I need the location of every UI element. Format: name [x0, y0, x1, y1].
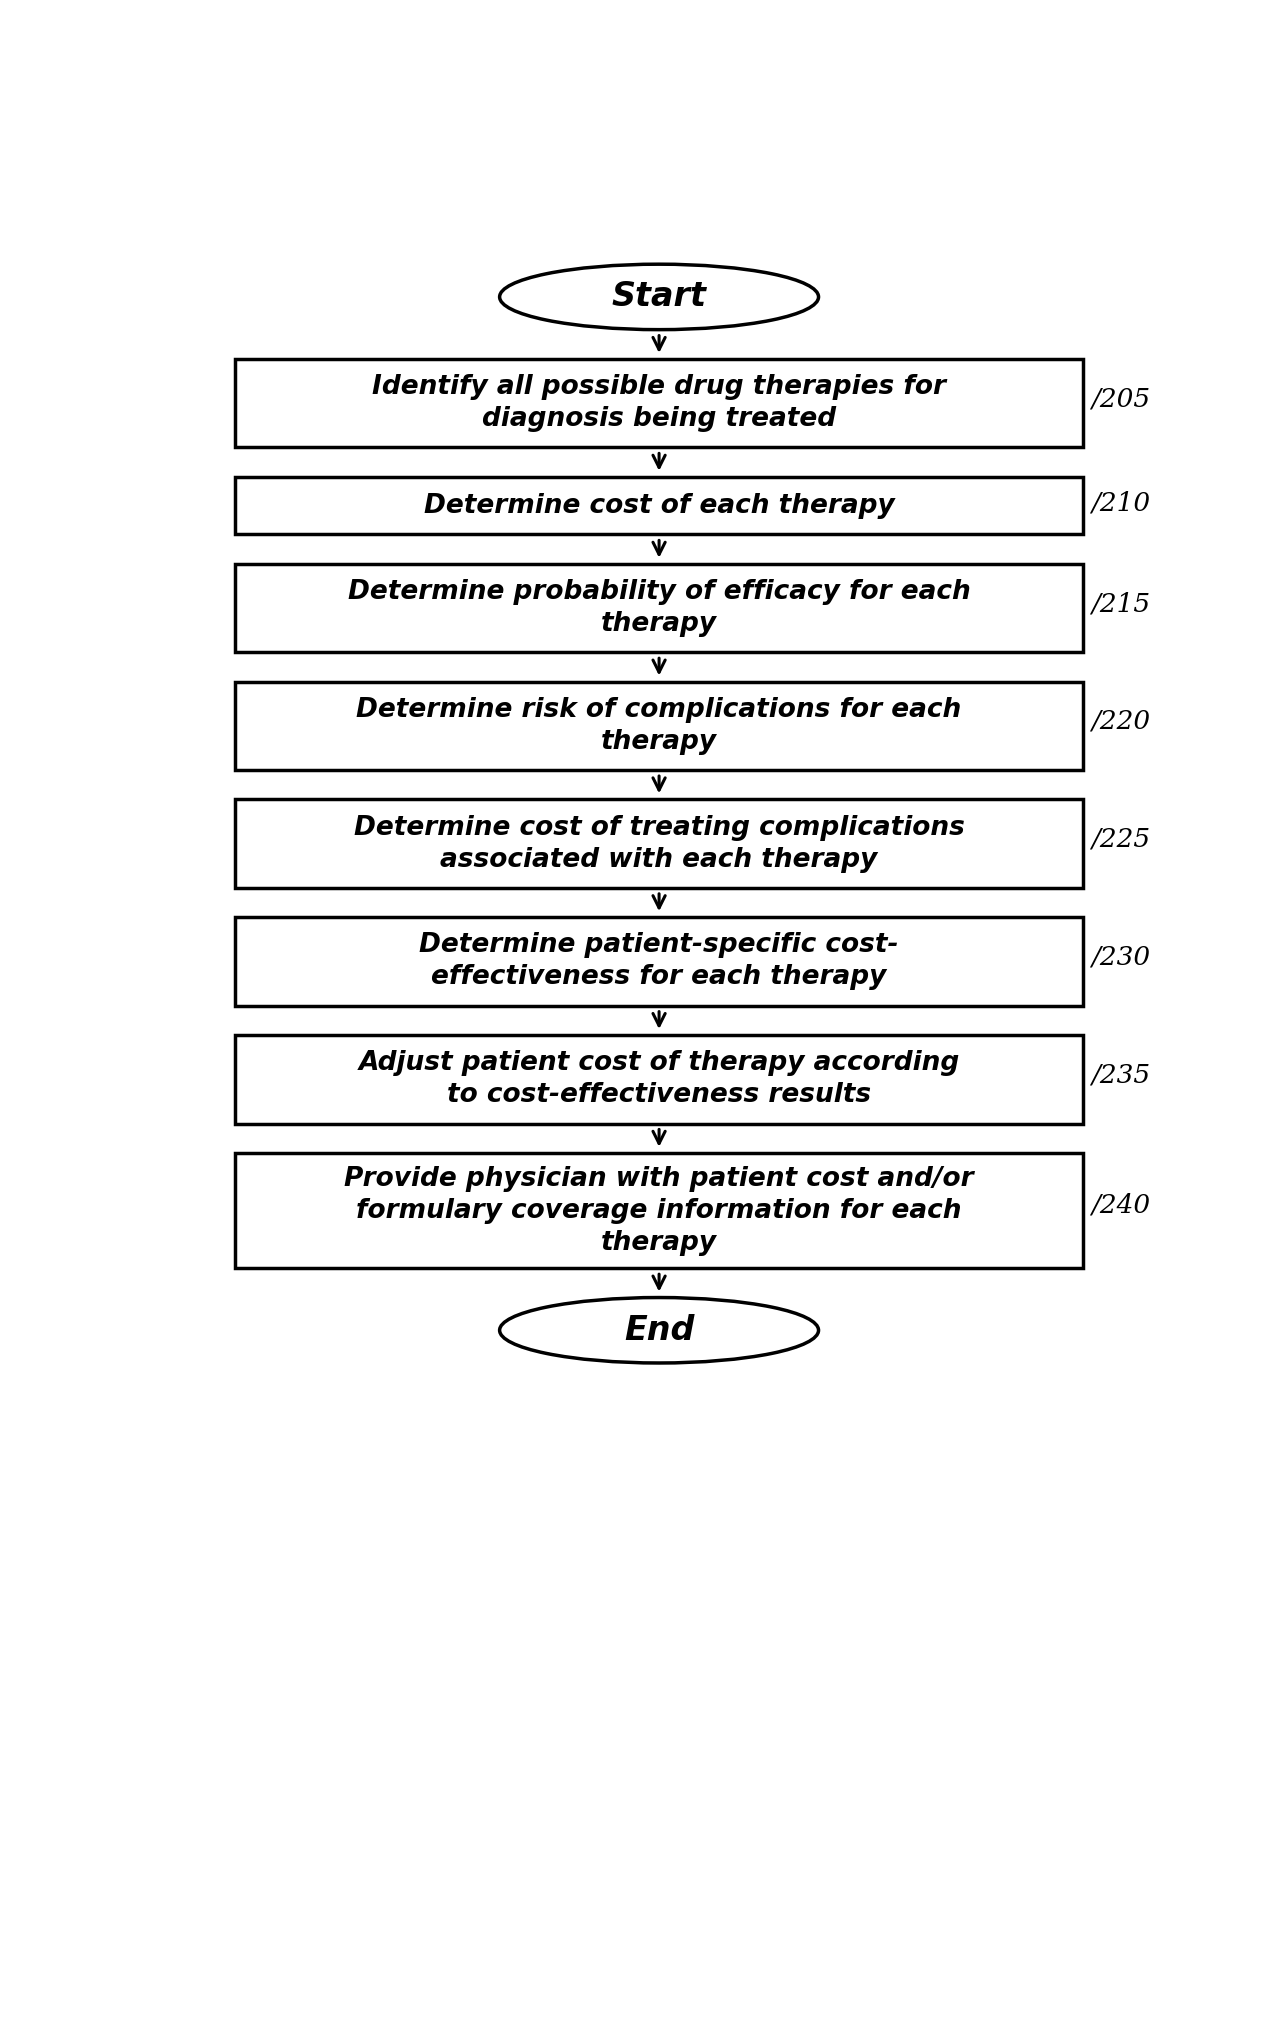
Ellipse shape — [499, 265, 819, 330]
Text: End: End — [624, 1315, 694, 1347]
Bar — [235, 1035, 1083, 1123]
Text: Determine cost of each therapy: Determine cost of each therapy — [423, 493, 895, 518]
Text: Adjust patient cost of therapy according
to cost-effectiveness results: Adjust patient cost of therapy according… — [359, 1050, 959, 1109]
Text: Provide physician with patient cost and/or
formulary coverage information for ea: Provide physician with patient cost and/… — [345, 1166, 974, 1255]
Text: /205: /205 — [1091, 387, 1150, 412]
Text: Determine cost of treating complications
associated with each therapy: Determine cost of treating complications… — [354, 815, 964, 872]
Bar — [235, 477, 1083, 534]
Text: /220: /220 — [1091, 709, 1150, 734]
Text: /225: /225 — [1091, 827, 1150, 852]
Ellipse shape — [499, 1298, 819, 1363]
Text: Determine probability of efficacy for each
therapy: Determine probability of efficacy for ea… — [347, 579, 971, 638]
Bar — [235, 681, 1083, 770]
Bar — [235, 359, 1083, 448]
Bar — [235, 565, 1083, 652]
Text: /210: /210 — [1091, 491, 1150, 516]
Text: Start: Start — [612, 281, 706, 314]
Text: Identify all possible drug therapies for
diagnosis being treated: Identify all possible drug therapies for… — [372, 375, 946, 432]
Text: /235: /235 — [1091, 1062, 1150, 1088]
Text: /240: /240 — [1091, 1192, 1150, 1217]
Bar — [235, 917, 1083, 1005]
Bar — [235, 799, 1083, 889]
Text: Determine patient-specific cost-
effectiveness for each therapy: Determine patient-specific cost- effecti… — [419, 933, 899, 990]
Bar — [235, 1154, 1083, 1268]
Text: Determine risk of complications for each
therapy: Determine risk of complications for each… — [356, 697, 962, 754]
Text: /215: /215 — [1091, 591, 1150, 615]
Text: /230: /230 — [1091, 944, 1150, 970]
